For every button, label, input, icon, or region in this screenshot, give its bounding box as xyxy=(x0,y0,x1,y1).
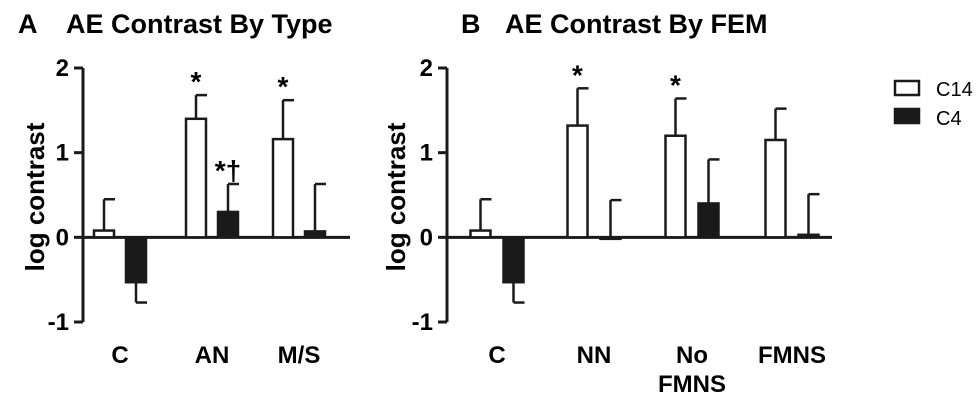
legend-swatch-c4 xyxy=(893,107,921,125)
b-bar-c4 xyxy=(502,236,525,284)
a-bar-c4 xyxy=(216,210,240,239)
b-significance-marker: * xyxy=(670,69,681,100)
panel-a-letter: A xyxy=(18,9,38,39)
legend-swatch-c14 xyxy=(893,79,921,97)
b-bar-c4 xyxy=(697,202,720,239)
legend: C14 C4 xyxy=(893,79,973,130)
panel-a-title: AE Contrast By Type xyxy=(66,9,333,39)
b-bar-c14 xyxy=(764,138,787,239)
b-bar-c14 xyxy=(664,134,687,239)
a-bar-c14 xyxy=(271,137,295,239)
a-bar-c4 xyxy=(303,230,327,239)
a-y-tick-label: -1 xyxy=(48,309,69,336)
b-significance-marker: * xyxy=(572,59,583,90)
panel-b-y-axis-label: log contrast xyxy=(381,122,411,271)
b-x-category-label: No xyxy=(676,342,708,369)
panel-b-title: AE Contrast By FEM xyxy=(505,9,768,39)
a-bar-c14 xyxy=(92,229,116,239)
b-x-category-label: FMNS xyxy=(658,371,726,398)
b-bar-c4 xyxy=(599,236,622,241)
a-y-tick-label: 0 xyxy=(56,224,69,251)
a-y-tick-label: 2 xyxy=(56,55,69,82)
a-x-category-label: AN xyxy=(195,342,230,369)
legend-label-c14: C14 xyxy=(936,79,973,101)
b-bar-c14 xyxy=(566,124,589,239)
panel-b-marks: * * xyxy=(469,59,820,304)
b-y-tick-label: 0 xyxy=(420,224,433,251)
b-x-category-label: NN xyxy=(577,342,612,369)
panel-b: B AE Contrast By FEM log contrast -1 0 1 2 C… xyxy=(381,9,832,398)
b-y-tick-label: -1 xyxy=(412,309,433,336)
panel-a-y-axis-label: log contrast xyxy=(20,122,50,271)
a-bar-c4 xyxy=(124,236,148,284)
b-y-tick-label: 2 xyxy=(420,55,433,82)
panel-b-letter: B xyxy=(461,9,481,39)
a-bar-c14 xyxy=(184,117,208,239)
panel-a-marks: * * *† xyxy=(92,66,327,304)
b-x-category-label: FMNS xyxy=(758,342,826,369)
a-significance-marker: *† xyxy=(215,155,241,186)
legend-label-c4: C4 xyxy=(936,108,962,130)
b-x-category-label: C xyxy=(488,342,505,369)
a-significance-marker: * xyxy=(278,71,289,102)
b-bar-c14 xyxy=(469,229,492,239)
a-x-category-label: C xyxy=(111,342,128,369)
a-significance-marker: * xyxy=(191,66,202,97)
panel-a: A AE Contrast By Type log contrast -1 0 1 2… xyxy=(18,9,350,369)
b-y-tick-label: 1 xyxy=(420,140,433,167)
a-y-tick-label: 1 xyxy=(56,140,69,167)
b-bar-c4 xyxy=(797,233,820,239)
a-x-category-label: M/S xyxy=(278,342,321,369)
